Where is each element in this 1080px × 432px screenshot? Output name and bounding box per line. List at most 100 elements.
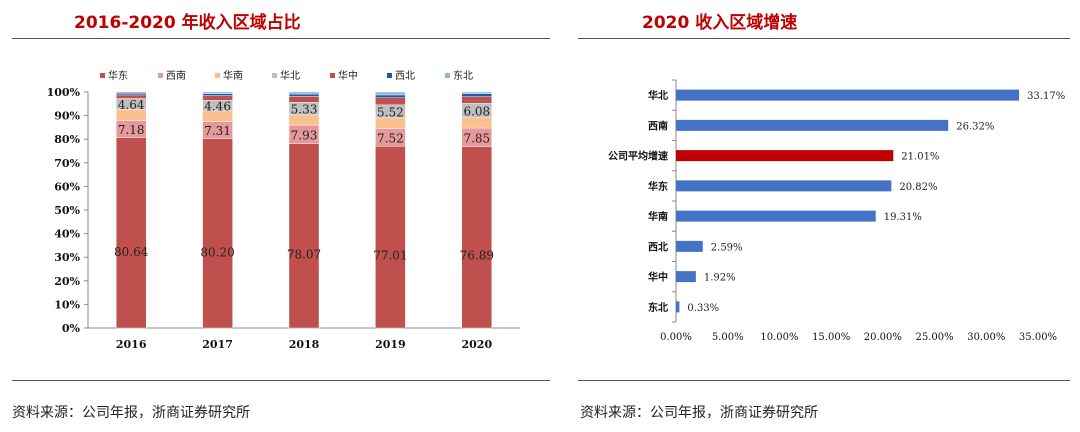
value-label: 26.32% — [956, 121, 994, 132]
category-label: 华南 — [648, 210, 668, 223]
data-label: 80.64 — [114, 245, 149, 259]
bar-segment — [375, 91, 406, 96]
y-tick-label: 80% — [54, 133, 80, 146]
category-label: 华中 — [648, 271, 668, 284]
bar-segment — [375, 94, 406, 98]
legend-label: 西南 — [166, 69, 186, 82]
left-chart-title: 2016-2020 年收入区域占比 — [74, 13, 301, 33]
horizontal-bar-chart: 华北 33.17% 西南 26.32% 公司平均增速 21.01% 华东 20.82% 华南 19… — [608, 79, 1065, 343]
bar — [676, 240, 703, 252]
bar-segment — [461, 91, 492, 94]
bar-segment — [202, 93, 233, 96]
bar-segment — [288, 93, 320, 97]
data-label: 7.18 — [118, 123, 145, 137]
legend-swatch — [387, 73, 392, 78]
y-tick-label: 10% — [54, 298, 80, 311]
data-label: 7.31 — [204, 124, 231, 138]
bar — [676, 210, 876, 222]
data-label: 4.64 — [118, 98, 145, 112]
category-label: 东北 — [648, 301, 668, 314]
data-label: 7.52 — [377, 131, 404, 145]
category-label: 华东 — [648, 180, 668, 193]
bar-segment — [115, 137, 147, 329]
bar-segment — [461, 117, 492, 129]
x-tick-label: 2018 — [289, 338, 320, 351]
bar-segment — [375, 117, 406, 129]
right-title-divider — [578, 38, 1070, 39]
left-source-note: 资料来源：公司年报，浙商证券研究所 — [12, 405, 250, 421]
bar — [676, 301, 680, 313]
left-bottom-divider — [12, 380, 550, 381]
legend-label: 西北 — [395, 70, 415, 82]
bar-segment — [202, 95, 233, 101]
bar — [676, 271, 696, 283]
y-tick-label: 40% — [54, 228, 80, 241]
x-tick-label: 30.00% — [967, 332, 1005, 343]
y-tick-label: 20% — [54, 275, 80, 288]
legend-swatch — [215, 73, 220, 78]
value-label: 1.92% — [704, 273, 736, 284]
y-tick-label: 30% — [54, 251, 80, 264]
data-label: 77.01 — [373, 248, 407, 262]
x-tick-label: 2017 — [202, 338, 233, 351]
legend-label: 华东 — [108, 69, 128, 82]
data-label: 78.07 — [287, 247, 321, 261]
data-label: 80.20 — [200, 245, 234, 259]
value-label: 20.82% — [899, 182, 937, 193]
data-label: 6.08 — [463, 104, 490, 118]
legend-swatch — [445, 73, 450, 78]
bar-segment — [115, 94, 147, 99]
bar-segment — [115, 91, 147, 94]
bar — [676, 119, 949, 131]
bar-segment — [375, 97, 406, 106]
bar-segment — [202, 91, 233, 94]
data-label: 76.89 — [460, 248, 494, 262]
bar-segment — [288, 96, 320, 103]
bar — [676, 89, 1020, 101]
value-label: 2.59% — [711, 242, 743, 253]
y-tick-label: 60% — [54, 180, 80, 193]
category-label: 西南 — [648, 119, 668, 132]
y-tick-label: 50% — [54, 204, 80, 217]
legend-label: 华中 — [338, 69, 358, 82]
data-label: 7.93 — [291, 128, 318, 142]
x-tick-label: 0.00% — [660, 332, 692, 343]
bar-segment — [288, 143, 320, 329]
y-tick-label: 70% — [54, 157, 80, 170]
value-label: 19.31% — [884, 212, 922, 223]
legend-label: 东北 — [453, 69, 473, 82]
legend-swatch — [272, 73, 277, 78]
legend-swatch — [158, 73, 163, 78]
stacked-bar-chart: 华东 西南 华南 华北 华中 西北 东北 0% 10% 20% 30% 40% 50% 60% 70% 80%… — [47, 69, 520, 351]
bar-segment — [288, 91, 320, 95]
x-tick-label: 2020 — [461, 338, 492, 351]
category-label: 华北 — [648, 89, 668, 102]
left-title-divider — [12, 38, 550, 39]
bar-segment — [461, 96, 492, 104]
x-tick-label: 15.00% — [812, 332, 850, 343]
x-tick-label: 5.00% — [712, 332, 744, 343]
legend-swatch — [100, 73, 105, 78]
bar — [676, 180, 892, 192]
bar-segment — [461, 146, 492, 329]
right-bottom-divider — [578, 380, 1070, 381]
y-tick-label: 90% — [54, 110, 80, 123]
bar-segment — [115, 93, 147, 96]
bar-segment — [375, 146, 406, 329]
legend-label: 华北 — [280, 69, 300, 82]
legend-swatch — [330, 73, 335, 78]
x-tick-label: 10.00% — [760, 332, 798, 343]
x-tick-label: 25.00% — [916, 332, 954, 343]
value-label: 33.17% — [1027, 91, 1065, 102]
right-chart-title: 2020 收入区域增速 — [642, 13, 798, 33]
x-tick-label: 20.00% — [864, 332, 902, 343]
y-tick-label: 100% — [47, 86, 81, 99]
value-label: 0.33% — [687, 303, 719, 314]
right-source-note: 资料来源：公司年报，浙商证券研究所 — [580, 405, 818, 421]
data-label: 4.46 — [204, 100, 231, 114]
legend-label: 华南 — [223, 69, 243, 82]
bar-segment — [202, 138, 233, 329]
category-label: 西北 — [648, 240, 668, 253]
x-tick-label: 2016 — [116, 338, 147, 351]
data-label: 5.52 — [377, 105, 404, 119]
